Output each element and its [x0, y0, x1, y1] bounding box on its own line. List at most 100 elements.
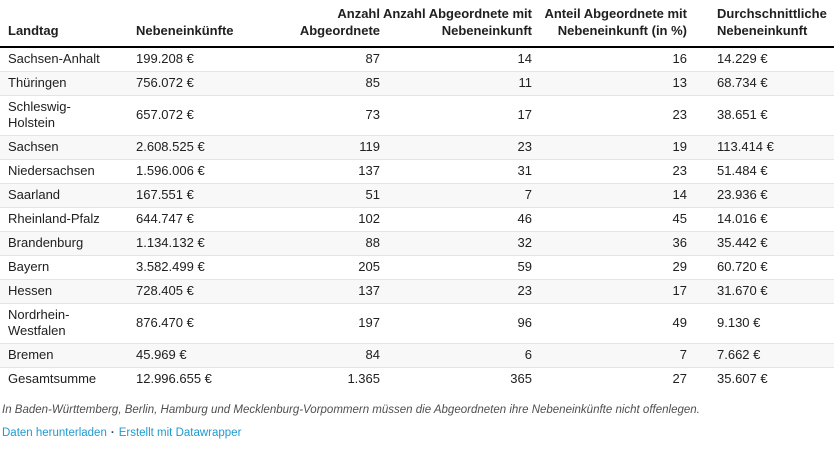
cell-anzahl-mit-nebeneinkunft: 96	[517, 315, 532, 331]
table-row: Brandenburg 1.134.132 € 88 32 36 35.442 €	[0, 231, 834, 256]
cell-anzahl-abgeordnete: 205	[358, 258, 380, 274]
cell-anteil-mit-nebeneinkunft: 14	[672, 187, 687, 203]
col-header-anzahl-mit-nebeneinkunft: Anzahl Abgeordnete mit Nebeneinkunft	[380, 0, 532, 48]
col-header-anteil-mit-nebeneinkunft: Anteil Abgeordnete mit Nebeneinkunft (in…	[532, 0, 687, 48]
cell-landtag: Thüringen	[8, 74, 67, 90]
cell-anzahl-mit-nebeneinkunft: 6	[524, 347, 532, 363]
cell-anzahl-abgeordnete: 102	[358, 211, 380, 227]
cell-durchschnitt: 68.734 €	[717, 74, 768, 90]
cell-durchschnitt: 35.607 €	[717, 371, 768, 387]
cell-nebeneinkuenfte: 2.608.525 €	[136, 139, 205, 155]
cell-durchschnitt: 35.442 €	[717, 234, 768, 250]
cell-landtag: Sachsen-Anhalt	[8, 50, 100, 66]
cell-landtag: Rheinland-Pfalz	[8, 211, 100, 227]
cell-landtag: Nordrhein-Westfalen	[8, 306, 70, 339]
cell-anteil-mit-nebeneinkunft: 23	[672, 107, 687, 122]
cell-durchschnitt: 23.936 €	[717, 187, 768, 203]
cell-nebeneinkuenfte: 12.996.655 €	[136, 371, 212, 387]
cell-anzahl-mit-nebeneinkunft: 59	[517, 258, 532, 274]
table-row: Sachsen 2.608.525 € 119 23 19 113.414 €	[0, 135, 834, 160]
table-row: Sachsen-Anhalt 199.208 € 87 14 16 14.229 €	[0, 47, 834, 71]
cell-durchschnitt: 38.651 €	[717, 107, 768, 122]
download-data-link[interactable]: Daten herunterladen	[2, 426, 107, 439]
table-row: Hessen 728.405 € 137 23 17 31.670 €	[0, 279, 834, 304]
table-row: Rheinland-Pfalz 644.747 € 102 46 45 14.016 €	[0, 207, 834, 232]
cell-landtag: Hessen	[8, 282, 53, 298]
cell-landtag: Schleswig-Holstein	[8, 98, 71, 131]
cell-anzahl-abgeordnete: 88	[365, 234, 380, 250]
col-header-landtag: Landtag	[0, 0, 136, 48]
cell-anteil-mit-nebeneinkunft: 16	[672, 50, 687, 66]
cell-anzahl-mit-nebeneinkunft: 23	[517, 139, 532, 155]
cell-durchschnitt: 14.016 €	[717, 211, 768, 227]
cell-anteil-mit-nebeneinkunft: 45	[672, 211, 687, 227]
cell-anzahl-mit-nebeneinkunft: 46	[517, 211, 532, 227]
cell-durchschnitt: 9.130 €	[717, 315, 761, 331]
footnote: In Baden-Württemberg, Berlin, Hamburg un…	[2, 404, 700, 417]
cell-anteil-mit-nebeneinkunft: 7	[679, 347, 687, 363]
cell-anzahl-mit-nebeneinkunft: 32	[517, 234, 532, 250]
table-row: Thüringen 756.072 € 85 11 13 68.734 €	[0, 71, 834, 96]
col-header-durchschnittliche-nebeneinkunft: Durchschnittliche Nebeneinkunft	[687, 0, 834, 48]
cell-anzahl-mit-nebeneinkunft: 11	[518, 74, 533, 90]
table-body: Sachsen-Anhalt 199.208 € 87 14 16 14.229 € Thü…	[0, 47, 834, 391]
cell-durchschnitt: 7.662 €	[717, 347, 761, 363]
cell-landtag: Bremen	[8, 347, 54, 363]
cell-durchschnitt: 14.229 €	[717, 50, 768, 66]
cell-nebeneinkuenfte: 657.072 €	[136, 107, 194, 122]
header-row: Landtag Nebeneinkünfte Anzahl Abgeordnet…	[0, 0, 834, 48]
cell-nebeneinkuenfte: 167.551 €	[136, 187, 194, 203]
cell-nebeneinkuenfte: 45.969 €	[136, 347, 187, 363]
cell-nebeneinkuenfte: 728.405 €	[136, 282, 194, 298]
table-row: Gesamtsumme 12.996.655 € 1.365 365 27 35.607 …	[0, 367, 834, 391]
footer-links: Daten herunterladen · Erstellt mit Datawra…	[2, 426, 834, 441]
cell-anzahl-mit-nebeneinkunft: 31	[517, 163, 532, 179]
cell-anzahl-abgeordnete: 84	[365, 347, 380, 363]
cell-anzahl-mit-nebeneinkunft: 14	[517, 50, 532, 66]
cell-anteil-mit-nebeneinkunft: 17	[672, 282, 687, 298]
cell-anteil-mit-nebeneinkunft: 13	[672, 74, 687, 90]
col-header-anzahl-abgeordnete: Anzahl Abgeordnete	[266, 0, 380, 48]
cell-landtag: Saarland	[8, 187, 61, 203]
cell-anzahl-mit-nebeneinkunft: 17	[517, 107, 532, 122]
col-header-nebeneinkuenfte: Nebeneinkünfte	[136, 0, 266, 48]
cell-anzahl-abgeordnete: 119	[359, 139, 380, 155]
cell-nebeneinkuenfte: 199.208 €	[136, 50, 194, 66]
cell-anzahl-abgeordnete: 87	[365, 50, 380, 66]
table-row: Saarland 167.551 € 51 7 14 23.936 €	[0, 183, 834, 208]
cell-anzahl-mit-nebeneinkunft: 365	[510, 371, 532, 387]
cell-anteil-mit-nebeneinkunft: 29	[672, 258, 687, 274]
cell-nebeneinkuenfte: 756.072 €	[136, 74, 194, 90]
table-row: Nordrhein-Westfalen 876.470 € 197 96 49 9.130…	[0, 303, 834, 344]
cell-anzahl-abgeordnete: 85	[365, 74, 380, 90]
cell-anteil-mit-nebeneinkunft: 23	[672, 163, 687, 179]
table-row: Schleswig-Holstein 657.072 € 73 17 23 38.651 …	[0, 95, 834, 136]
cell-anteil-mit-nebeneinkunft: 19	[672, 139, 687, 155]
cell-landtag: Niedersachsen	[8, 163, 95, 179]
cell-anzahl-mit-nebeneinkunft: 23	[517, 282, 532, 298]
cell-durchschnitt: 51.484 €	[717, 163, 768, 179]
cell-anzahl-abgeordnete: 137	[358, 282, 380, 298]
table-row: Niedersachsen 1.596.006 € 137 31 23 51.484 €	[0, 159, 834, 184]
cell-anzahl-abgeordnete: 137	[358, 163, 380, 179]
cell-durchschnitt: 60.720 €	[717, 258, 768, 274]
table-row: Bayern 3.582.499 € 205 59 29 60.720 €	[0, 255, 834, 279]
cell-nebeneinkuenfte: 876.470 €	[136, 315, 194, 331]
cell-durchschnitt: 113.414 €	[717, 139, 774, 155]
cell-nebeneinkuenfte: 644.747 €	[136, 211, 194, 227]
cell-anteil-mit-nebeneinkunft: 27	[672, 371, 687, 387]
cell-anzahl-abgeordnete: 51	[365, 187, 380, 203]
data-table: Landtag Nebeneinkünfte Anzahl Abgeordnet…	[0, 0, 834, 391]
cell-landtag: Brandenburg	[8, 234, 84, 250]
cell-anteil-mit-nebeneinkunft: 49	[672, 315, 687, 331]
datawrapper-credit-link[interactable]: Erstellt mit Datawrapper	[118, 426, 242, 439]
table-row: Bremen 45.969 € 84 6 7 7.662 €	[0, 343, 834, 368]
datawrapper-table-widget: Landtag Nebeneinkünfte Anzahl Abgeordnet…	[0, 0, 834, 440]
link-separator: ·	[110, 426, 115, 439]
cell-landtag: Gesamtsumme	[8, 371, 97, 387]
cell-nebeneinkuenfte: 1.596.006 €	[136, 163, 205, 179]
cell-anteil-mit-nebeneinkunft: 36	[672, 234, 687, 250]
footer: In Baden-Württemberg, Berlin, Hamburg un…	[0, 403, 834, 440]
cell-landtag: Bayern	[8, 258, 50, 274]
cell-anzahl-abgeordnete: 73	[365, 107, 380, 122]
